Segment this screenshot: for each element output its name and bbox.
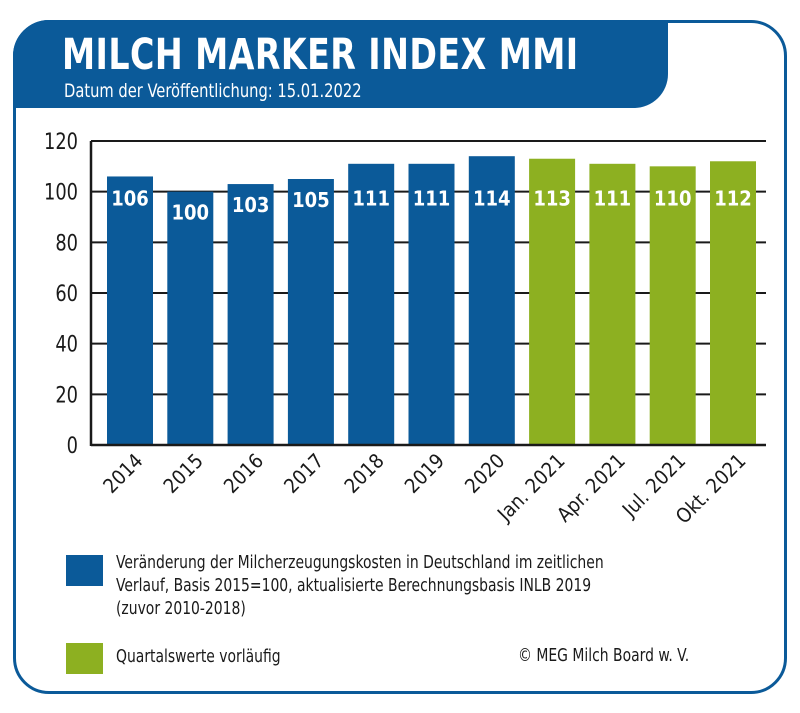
y-tick-label: 0: [67, 433, 78, 458]
x-tick-label: 2017: [279, 449, 328, 498]
legend-line: (zuvor 2010-2018): [116, 598, 246, 619]
header-banner: [13, 20, 668, 108]
data-label: 112: [714, 187, 752, 211]
data-label: 113: [533, 187, 571, 211]
x-tick-label: 2018: [339, 449, 388, 498]
y-tick-label: 100: [44, 180, 78, 205]
publication-date: Datum der Veröffentlichung: 15.01.2022: [64, 80, 362, 102]
data-label: 111: [413, 187, 451, 211]
bar-jan-2021: [529, 158, 576, 445]
bar-2018: [348, 163, 395, 446]
y-tick-label: 40: [55, 332, 78, 357]
legend-swatch-provisional: [66, 643, 103, 674]
legend-line: Verlauf, Basis 2015=100, aktualisierte B…: [116, 575, 592, 596]
legend-label-annual: Veränderung der Milcherzeugungskosten in…: [116, 551, 604, 620]
y-tick-label: 20: [55, 382, 78, 407]
y-tick-label: 120: [44, 129, 78, 154]
legend-label-provisional: Quartalswerte vorläufig: [116, 646, 281, 667]
y-tick-label: 80: [55, 230, 78, 255]
x-tick-label: 2014: [98, 449, 147, 498]
bar-okt-2021: [710, 161, 756, 445]
data-label: 111: [594, 187, 632, 211]
data-label: 103: [232, 193, 270, 217]
copyright-notice: © MEG Milch Board w. V.: [518, 645, 690, 666]
data-label: 114: [473, 187, 511, 211]
data-label: 110: [654, 187, 692, 211]
x-tick-label: 2019: [400, 449, 449, 498]
x-tick-label: 2016: [219, 449, 268, 498]
bar-2014: [107, 176, 153, 445]
data-label: 100: [172, 201, 210, 225]
legend-swatch-annual: [66, 555, 103, 586]
bar-2015: [167, 191, 214, 445]
legend-line: Veränderung der Milcherzeugungskosten in…: [116, 552, 604, 573]
data-label: 111: [352, 187, 390, 211]
bar-2019: [408, 163, 455, 446]
x-tick-label: 2020: [460, 449, 509, 498]
bar-apr-2021: [589, 163, 636, 446]
y-tick-label: 60: [55, 281, 78, 306]
data-label: 106: [111, 187, 149, 211]
x-tick-label: 2015: [158, 449, 207, 498]
bar-2016: [227, 184, 274, 446]
bar-2020: [468, 156, 515, 445]
bar-jul-2021: [649, 166, 696, 446]
chart-title: MILCH MARKER INDEX MMI: [62, 30, 579, 80]
bar-2017: [287, 179, 334, 445]
data-label: 105: [292, 188, 330, 212]
